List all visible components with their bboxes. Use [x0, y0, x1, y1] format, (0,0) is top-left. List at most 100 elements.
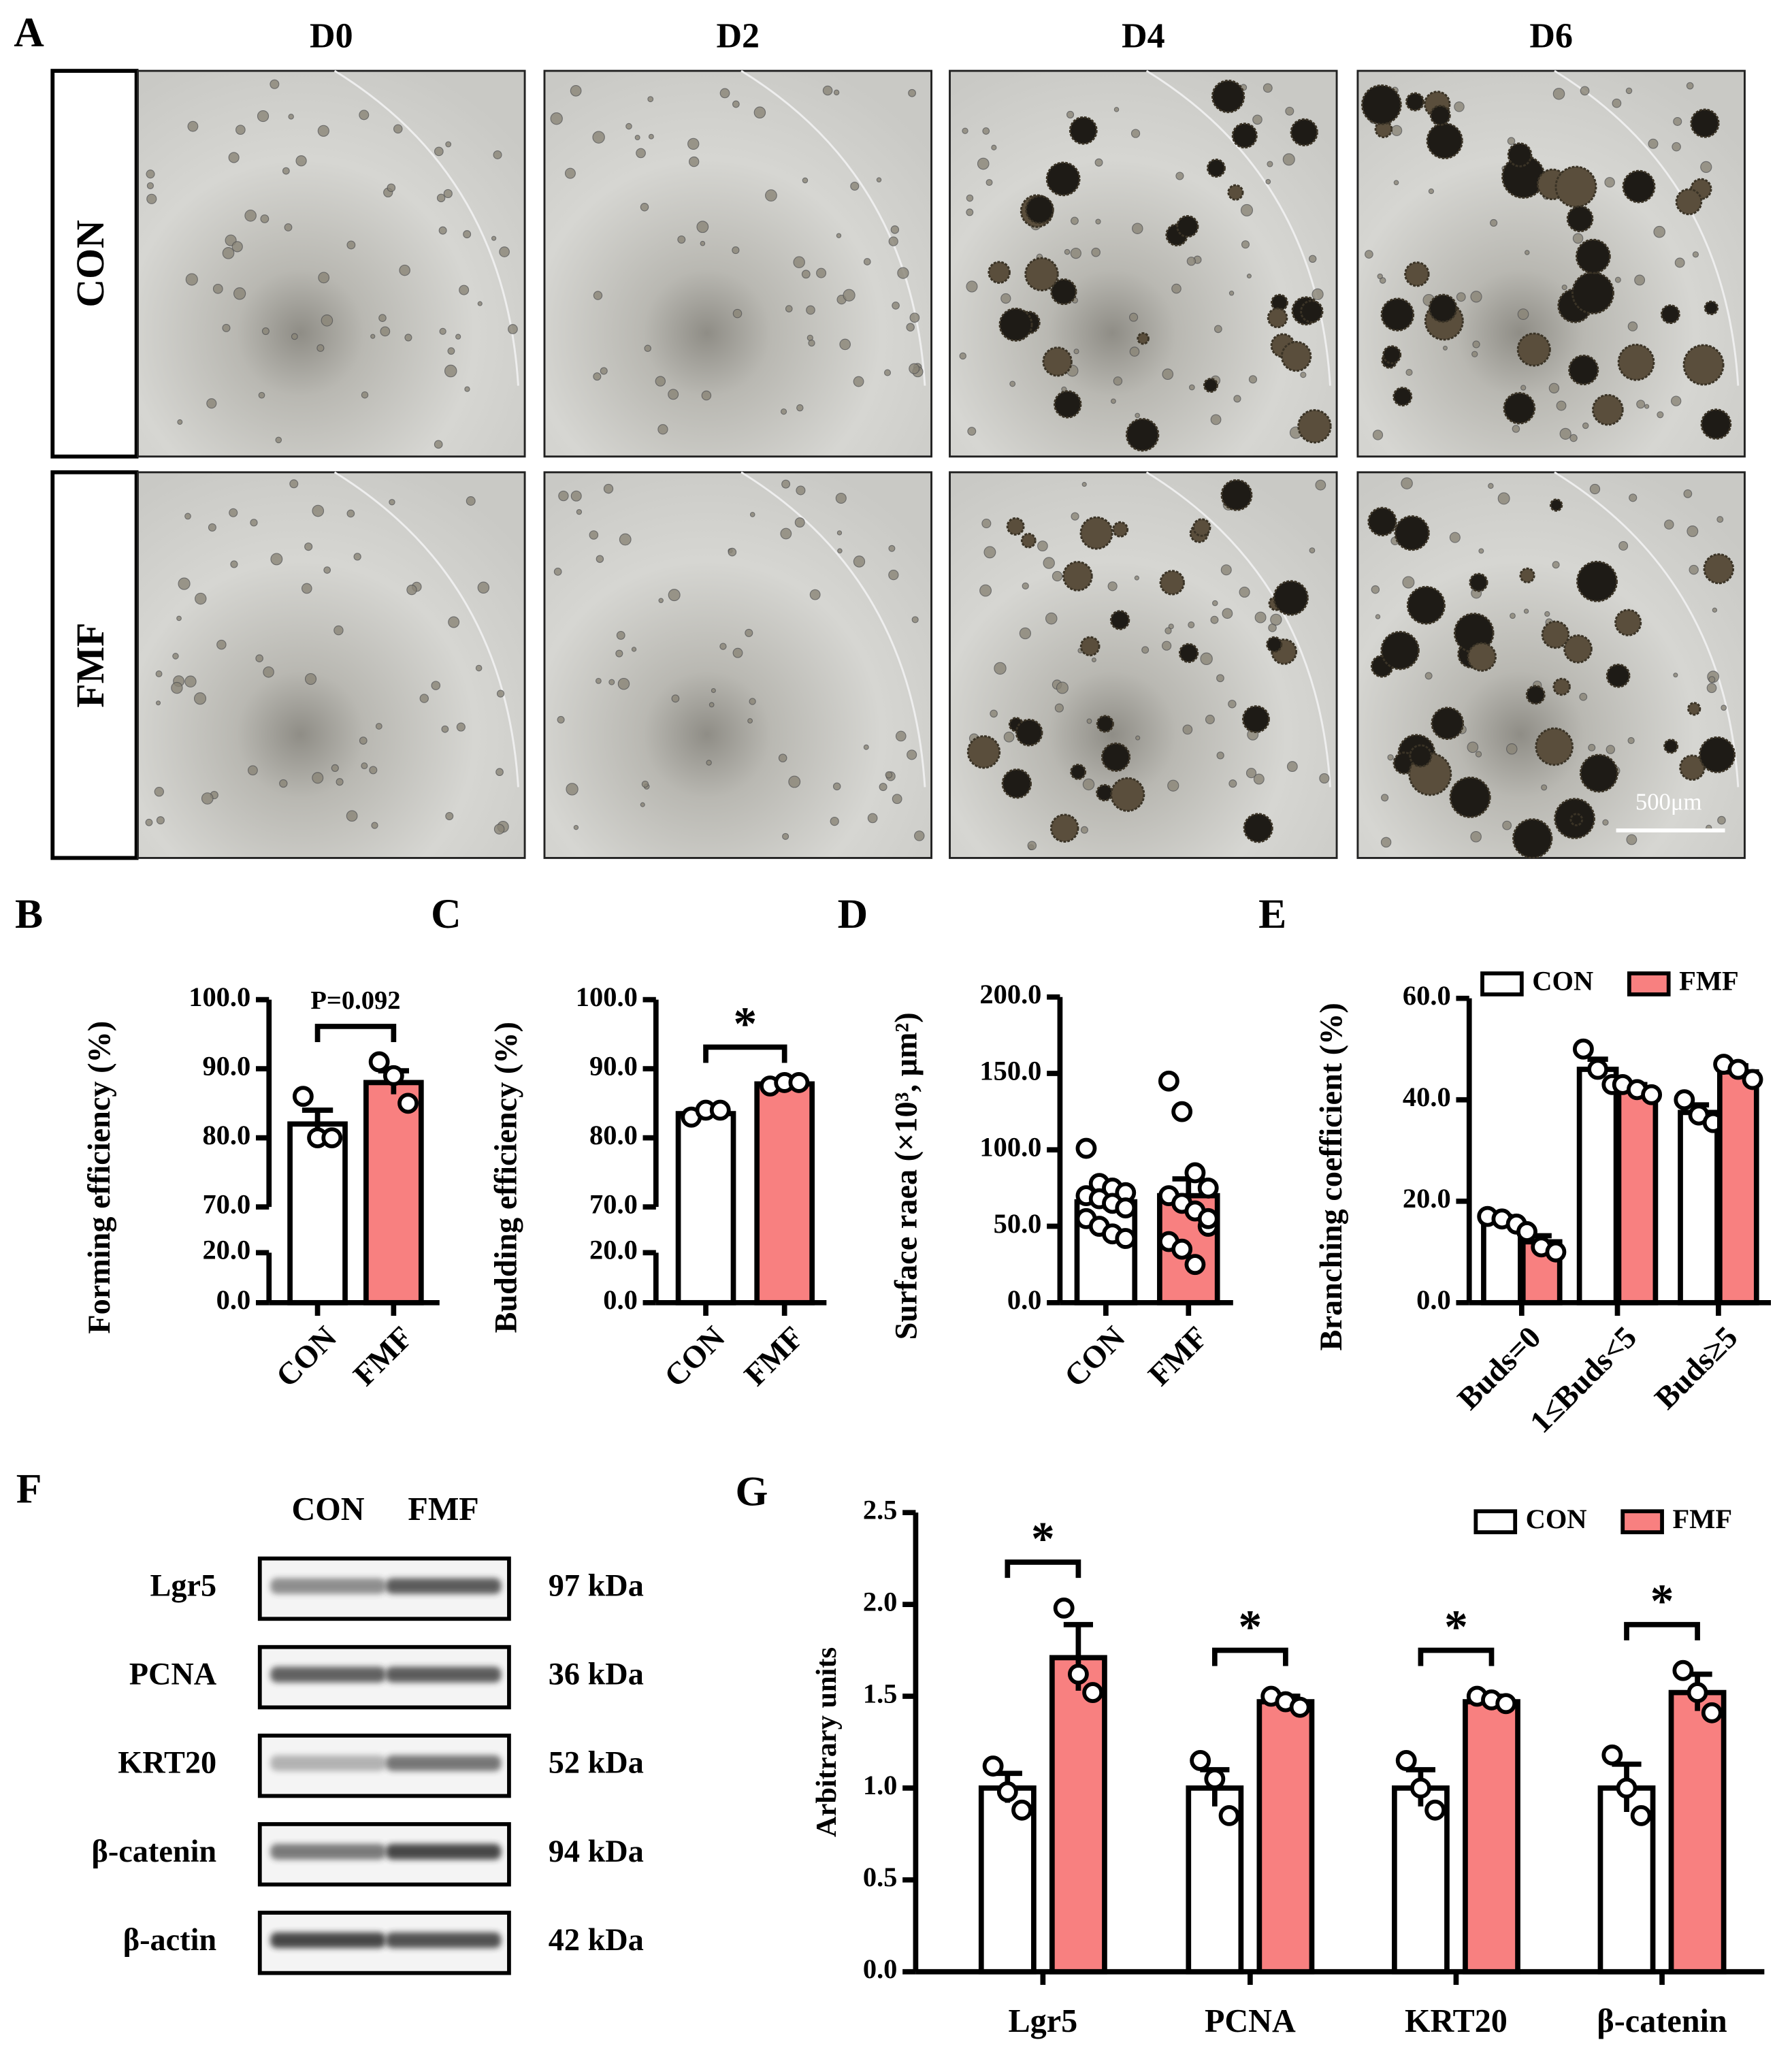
speck: [1506, 743, 1518, 755]
organoid: [1001, 768, 1032, 799]
speck: [892, 302, 900, 310]
data-point: [1424, 1799, 1446, 1821]
speck: [892, 794, 902, 805]
speck: [793, 256, 805, 268]
speck: [876, 177, 882, 182]
speck: [1671, 395, 1682, 406]
speck: [1644, 404, 1650, 409]
speck: [966, 194, 974, 202]
organoid: [1541, 620, 1570, 649]
speck: [1717, 815, 1726, 825]
data-point: [382, 1065, 404, 1086]
speck: [1182, 724, 1193, 735]
speck: [564, 167, 576, 179]
lane-label: FMF: [408, 1491, 478, 1527]
legend-label: FMF: [1672, 1504, 1732, 1534]
organoid: [1576, 560, 1618, 602]
speck: [979, 584, 992, 597]
speck: [419, 694, 429, 703]
speck: [208, 523, 216, 532]
x-tick-label: KRT20: [1405, 2003, 1508, 2039]
speck: [1132, 223, 1143, 234]
speck: [1442, 345, 1448, 351]
organoid: [1554, 165, 1597, 208]
data-point: [1197, 1177, 1219, 1199]
speck: [1081, 482, 1087, 487]
speck: [438, 226, 447, 235]
speck: [455, 334, 461, 340]
speck: [466, 496, 476, 506]
speck: [1687, 525, 1699, 537]
organoid: [1070, 764, 1087, 780]
organoid: [1512, 818, 1553, 859]
speck: [323, 566, 331, 574]
speck: [914, 830, 925, 841]
organoid: [1428, 293, 1458, 323]
speck: [1579, 692, 1588, 701]
speck: [1625, 87, 1633, 95]
organoid: [1110, 777, 1145, 812]
organoid: [1380, 630, 1420, 670]
speck: [794, 517, 805, 528]
speck: [1689, 564, 1699, 575]
speck: [634, 135, 640, 141]
speck: [1614, 276, 1621, 283]
speck: [835, 492, 847, 504]
speck: [1424, 672, 1433, 680]
speck: [836, 233, 842, 238]
organoid: [1079, 516, 1113, 550]
speck: [387, 183, 396, 193]
bar: [1678, 1110, 1720, 1306]
bar: [1049, 1655, 1107, 1975]
organoid: [988, 261, 1011, 284]
speck: [270, 553, 283, 566]
organoid: [1519, 567, 1535, 584]
speck: [647, 96, 654, 103]
speck: [184, 513, 191, 520]
speck: [156, 700, 161, 706]
legend-swatch: [1480, 971, 1524, 997]
speck: [1073, 349, 1079, 355]
organoid: [1137, 332, 1150, 345]
speck: [1239, 586, 1250, 598]
speck: [1162, 368, 1174, 380]
panel-letter: E: [1258, 891, 1286, 937]
protein-label: KRT20: [118, 1746, 216, 1781]
micrograph-field: [137, 69, 526, 458]
speck: [333, 625, 344, 636]
y-tick-label: 100.0: [979, 1132, 1041, 1163]
speck: [146, 169, 155, 179]
speck: [719, 643, 727, 650]
speck: [1220, 564, 1232, 576]
speck: [816, 268, 827, 278]
y-tick-label: 20.0: [202, 1235, 250, 1265]
speck: [491, 236, 497, 241]
speck: [1664, 519, 1674, 530]
speck: [353, 553, 361, 561]
organoid: [1159, 570, 1185, 596]
speck: [389, 499, 395, 506]
speck: [1692, 251, 1699, 258]
y-axis-title: Budding efficiency (%): [489, 1022, 524, 1333]
row-label-box: [50, 470, 139, 860]
speck: [1262, 83, 1273, 93]
lane-label: CON: [291, 1491, 364, 1527]
organoid: [1549, 498, 1563, 512]
organoid: [1700, 408, 1732, 440]
data-point: [1616, 1777, 1638, 1799]
panel-letter: C: [431, 891, 461, 937]
speck: [371, 822, 378, 829]
speck: [258, 391, 265, 399]
speck: [908, 88, 916, 97]
organoid: [1125, 418, 1160, 452]
speck: [966, 280, 978, 293]
speck: [302, 583, 312, 594]
speck: [593, 372, 602, 381]
speck: [1228, 290, 1235, 296]
speck: [380, 326, 391, 337]
speck: [603, 483, 614, 494]
y-tick-label: 0.0: [603, 1284, 638, 1315]
speck: [785, 305, 793, 312]
speck: [295, 155, 307, 167]
size-label: 42 kDa: [549, 1923, 644, 1958]
